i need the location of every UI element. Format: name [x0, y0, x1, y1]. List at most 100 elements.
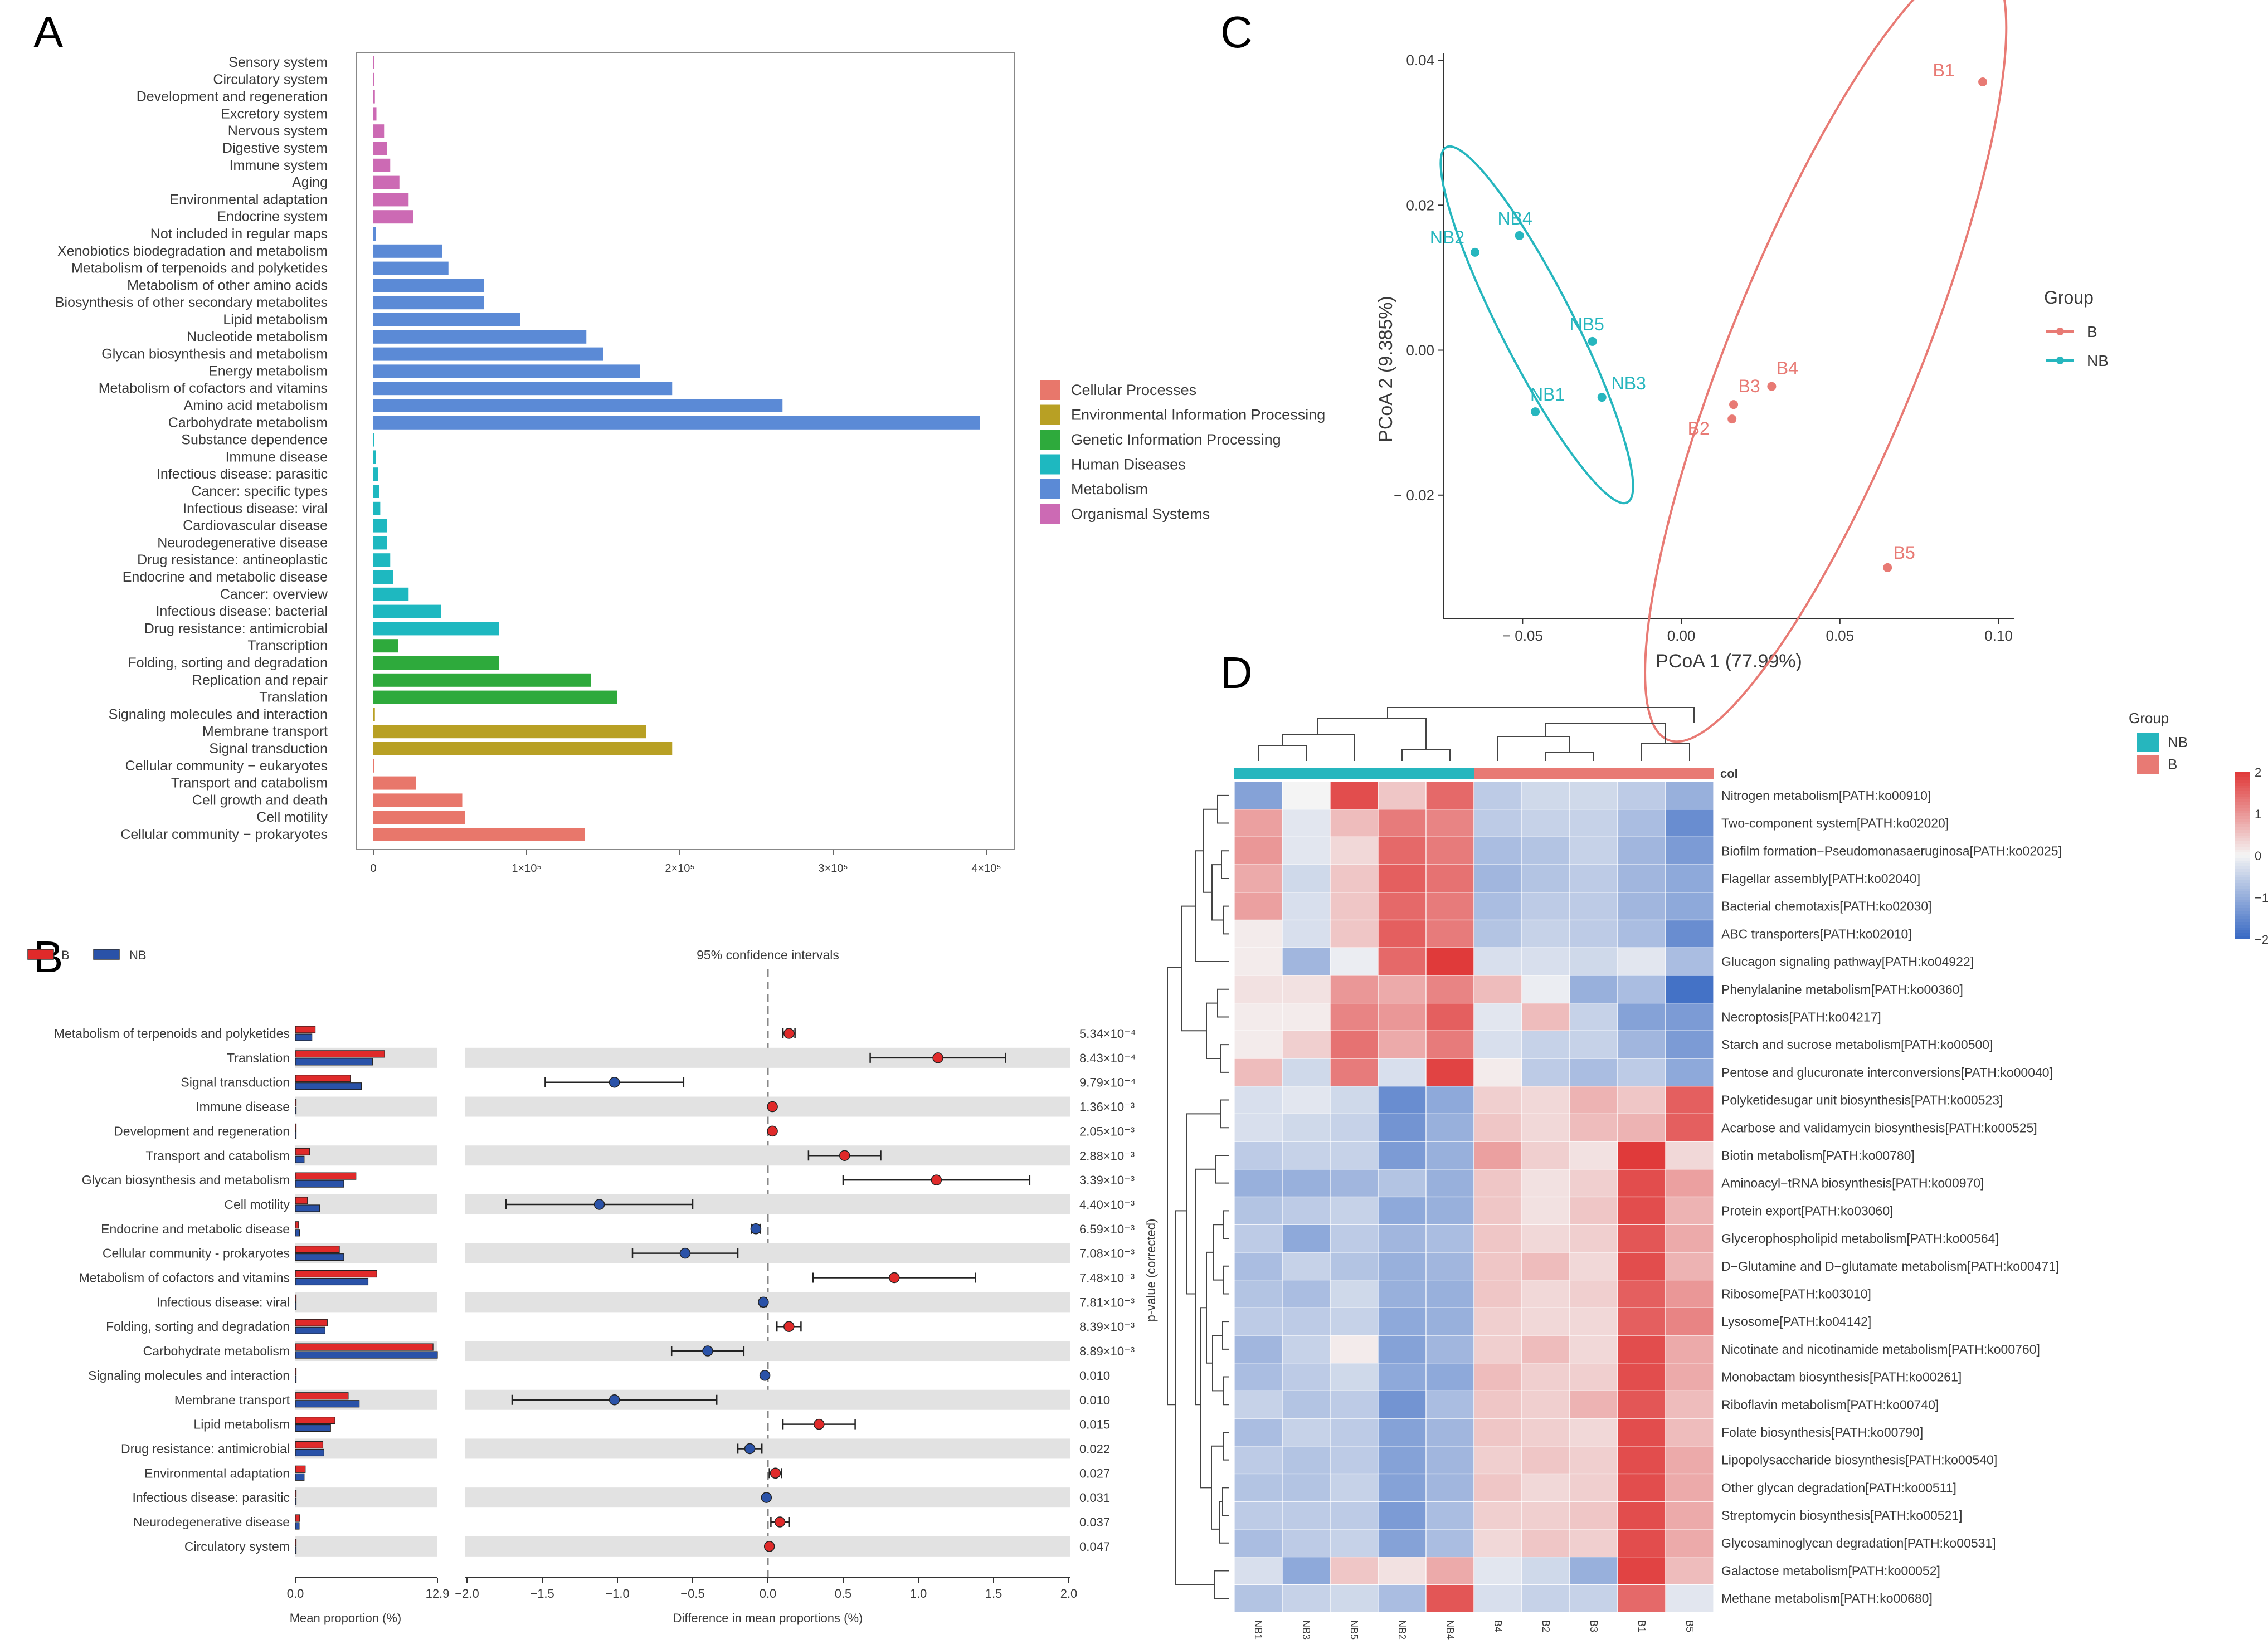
category-label: Metabolism of other amino acids	[127, 277, 328, 293]
bar	[373, 519, 387, 533]
color-scale-step	[2235, 808, 2250, 811]
heatmap-cell	[1330, 1113, 1379, 1142]
heatmap-cell	[1425, 1584, 1474, 1613]
row-label: Signal transduction	[181, 1075, 290, 1090]
heatmap-cell	[1569, 1252, 1618, 1281]
column-dendrogram-branch	[1545, 723, 1666, 744]
bar-b	[295, 1294, 297, 1302]
heatmap-cell	[1425, 1335, 1474, 1364]
row-band	[295, 1487, 437, 1508]
heatmap-cell	[1665, 1390, 1714, 1419]
right-tick-label: −1.5	[530, 1587, 554, 1601]
color-scale-step	[2235, 774, 2250, 778]
bar-b	[295, 1246, 340, 1253]
heatmap-cell	[1473, 1307, 1522, 1336]
p-value: 3.39×10⁻³	[1079, 1173, 1135, 1187]
bar-b	[295, 1148, 310, 1155]
heatmap-cell	[1234, 975, 1283, 1004]
heatmap-cell	[1425, 1418, 1474, 1447]
heatmap-cell	[1378, 1280, 1427, 1308]
heatmap-cell	[1234, 1224, 1283, 1253]
heatmap-cell	[1234, 864, 1283, 893]
row-label: Lysosome[PATH:ko04142]	[1721, 1314, 1871, 1329]
color-scale-step	[2235, 802, 2250, 806]
row-label: Methane metabolism[PATH:ko00680]	[1721, 1591, 1933, 1606]
heatmap-cell	[1617, 864, 1666, 893]
bar	[373, 416, 980, 430]
group-annotation-cell	[1426, 768, 1474, 779]
heatmap-cell	[1282, 947, 1331, 976]
heatmap-cell	[1282, 1224, 1331, 1253]
row-label: D−Glutamine and D−glutamate metabolism[P…	[1721, 1259, 2059, 1274]
heatmap-cell	[1378, 1113, 1427, 1142]
color-scale-step	[2235, 836, 2250, 839]
bar-nb	[295, 1106, 297, 1115]
legend-label: Cellular Processes	[1071, 382, 1196, 398]
heatmap-cell	[1330, 919, 1379, 948]
heatmap-cell	[1473, 1446, 1522, 1475]
diff-point	[767, 1101, 778, 1113]
p-value: 7.48×10⁻³	[1079, 1271, 1135, 1285]
heatmap-cell	[1473, 1030, 1522, 1059]
heatmap-cell	[1282, 1390, 1331, 1419]
panel-a-bar-chart: Sensory system Circulatory system Developm…	[55, 52, 1325, 875]
heatmap-cell	[1617, 1224, 1666, 1253]
heatmap-cell	[1330, 1252, 1379, 1281]
category-label: Infectious disease: bacterial	[155, 604, 328, 619]
color-scale-step	[2235, 772, 2250, 775]
row-dendrogram-branch	[1200, 1307, 1211, 1489]
p-value: 8.89×10⁻³	[1079, 1344, 1135, 1358]
color-scale-step	[2235, 830, 2250, 833]
p-value: 0.047	[1079, 1540, 1110, 1554]
legend-label-nb: NB	[129, 948, 147, 962]
bar-nb	[295, 1302, 297, 1310]
bar-nb	[295, 1448, 324, 1457]
column-label: NB3	[1301, 1620, 1312, 1640]
heatmap-cell	[1234, 1335, 1283, 1364]
bar-b	[295, 1441, 324, 1449]
category-label: Metabolism of cofactors and vitamins	[99, 380, 328, 396]
heatmap-cell	[1473, 892, 1522, 921]
heatmap-cell	[1473, 836, 1522, 865]
bar-nb	[295, 1546, 297, 1554]
category-label: Replication and repair	[192, 672, 328, 688]
point-label: B2	[1688, 418, 1710, 438]
category-label: Xenobiotics biodegradation and metabolis…	[57, 243, 328, 259]
heatmap-cell	[1234, 1529, 1283, 1558]
p-value: 5.34×10⁻⁴	[1079, 1027, 1136, 1041]
row-label: Glycan biosynthesis and metabolism	[82, 1173, 290, 1187]
annotation-label: col	[1720, 767, 1738, 780]
category-label: Biosynthesis of other secondary metaboli…	[55, 295, 328, 310]
row-dendrogram-branch	[1203, 808, 1218, 893]
heatmap-cell	[1234, 1141, 1283, 1170]
heatmap-cell	[1378, 975, 1427, 1004]
category-label: Amino acid metabolism	[184, 398, 328, 413]
heatmap-cell	[1330, 1335, 1379, 1364]
heatmap-cell	[1378, 1363, 1427, 1391]
column-dendrogram-branch	[1258, 745, 1307, 761]
heatmap-cell	[1330, 1030, 1379, 1059]
heatmap-cell	[1617, 1030, 1666, 1059]
heatmap-cell	[1234, 1501, 1283, 1530]
row-label: Neurodegenerative disease	[133, 1515, 290, 1529]
heatmap-cell	[1473, 1335, 1522, 1364]
heatmap-cell	[1617, 892, 1666, 921]
p-value: 7.08×10⁻³	[1079, 1247, 1135, 1261]
row-dendrogram-branch	[1223, 1376, 1229, 1406]
row-band	[465, 1438, 1070, 1459]
diff-point	[759, 1370, 771, 1381]
heatmap-cell	[1617, 1446, 1666, 1475]
heatmap-cell	[1425, 1030, 1474, 1059]
category-label: Sensory system	[228, 55, 328, 70]
row-label: Phenylalanine metabolism[PATH:ko00360]	[1721, 982, 1963, 997]
data-point	[1978, 77, 1988, 87]
row-label: Cellular community - prokaryotes	[103, 1246, 290, 1261]
heatmap-cell	[1617, 1557, 1666, 1585]
category-label: Aging	[292, 175, 328, 191]
heatmap-cell	[1282, 1280, 1331, 1308]
legend-label: NB	[2168, 734, 2188, 750]
color-scale-step	[2235, 936, 2250, 939]
heatmap-cell	[1473, 1473, 1522, 1502]
column-dendrogram-branch	[1401, 749, 1451, 761]
legend-label: Human Diseases	[1071, 456, 1186, 473]
